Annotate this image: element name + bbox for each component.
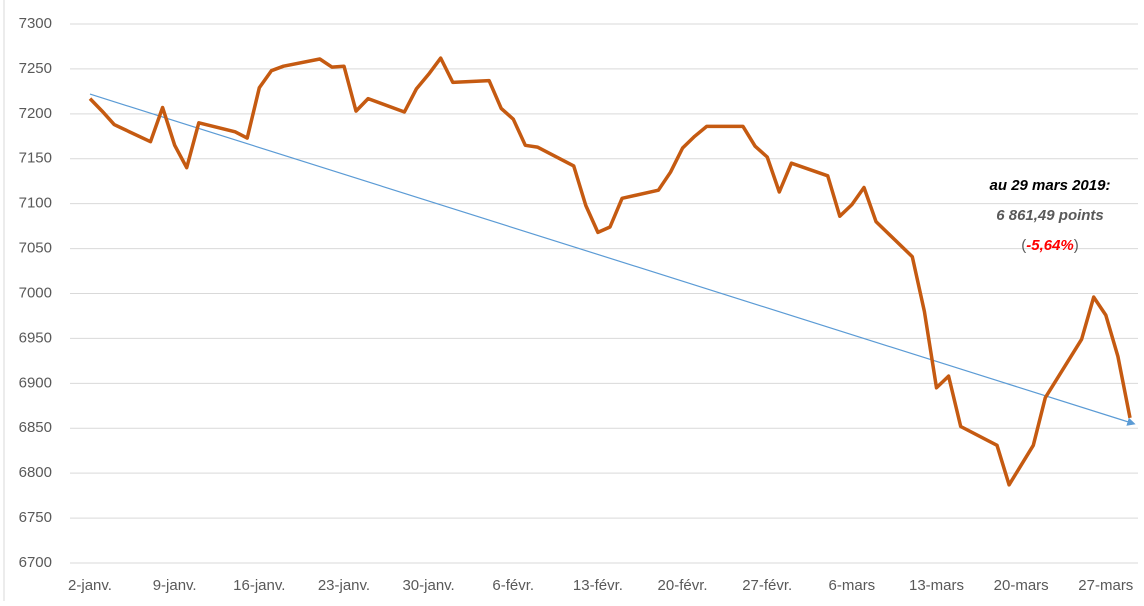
trend-line (89, 93, 1136, 426)
annotation-date: au 29 mars 2019: (990, 177, 1111, 194)
annotation-change: (-5,64%) (1021, 237, 1079, 254)
x-tick-label: 27-févr. (742, 577, 792, 594)
paren: ) (1074, 237, 1079, 254)
y-tick-label: 7000 (19, 284, 52, 301)
y-tick-label: 6700 (19, 554, 52, 571)
y-tick-label: 6850 (19, 419, 52, 436)
change-value: -5,64% (1026, 237, 1074, 254)
y-tick-label: 7250 (19, 60, 52, 77)
x-tick-label: 6-mars (829, 577, 876, 594)
y-tick-label: 7100 (19, 195, 52, 212)
y-tick-label: 7300 (19, 15, 52, 32)
x-tick-label: 23-janv. (318, 577, 370, 594)
x-tick-label: 30-janv. (402, 577, 454, 594)
y-tick-label: 7050 (19, 240, 52, 257)
x-tick-label: 13-mars (909, 577, 964, 594)
y-tick-label: 6800 (19, 464, 52, 481)
y-tick-label: 6750 (19, 509, 52, 526)
x-tick-label: 6-févr. (492, 577, 534, 594)
series-line (88, 56, 1132, 487)
x-tick-label: 2-janv. (68, 577, 112, 594)
x-tick-label: 20-mars (994, 577, 1049, 594)
x-tick-label: 27-mars (1078, 577, 1133, 594)
x-tick-label: 20-févr. (658, 577, 708, 594)
x-tick-label: 9-janv. (153, 577, 197, 594)
x-tick-label: 16-janv. (233, 577, 285, 594)
plot: 6700 6750 6800 6850 6900 6950 7000 7050 7100 7150… (19, 15, 1138, 594)
x-tick-label: 13-févr. (573, 577, 623, 594)
annotation-level: 6 861,49 points (996, 207, 1104, 224)
y-tick-label: 6950 (19, 329, 52, 346)
y-tick-label: 6900 (19, 374, 52, 391)
paren: ( (1021, 237, 1026, 254)
y-tick-label: 7150 (19, 150, 52, 167)
y-tick-label: 7200 (19, 105, 52, 122)
